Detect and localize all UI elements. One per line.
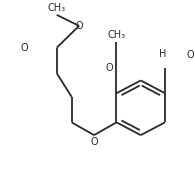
Text: H: H (160, 49, 167, 59)
Text: O: O (90, 137, 98, 147)
Text: CH₃: CH₃ (48, 3, 66, 13)
Text: O: O (20, 43, 28, 53)
Text: O: O (105, 63, 113, 73)
Text: CH₃: CH₃ (107, 30, 126, 40)
Text: O: O (186, 50, 194, 60)
Text: O: O (75, 21, 83, 31)
